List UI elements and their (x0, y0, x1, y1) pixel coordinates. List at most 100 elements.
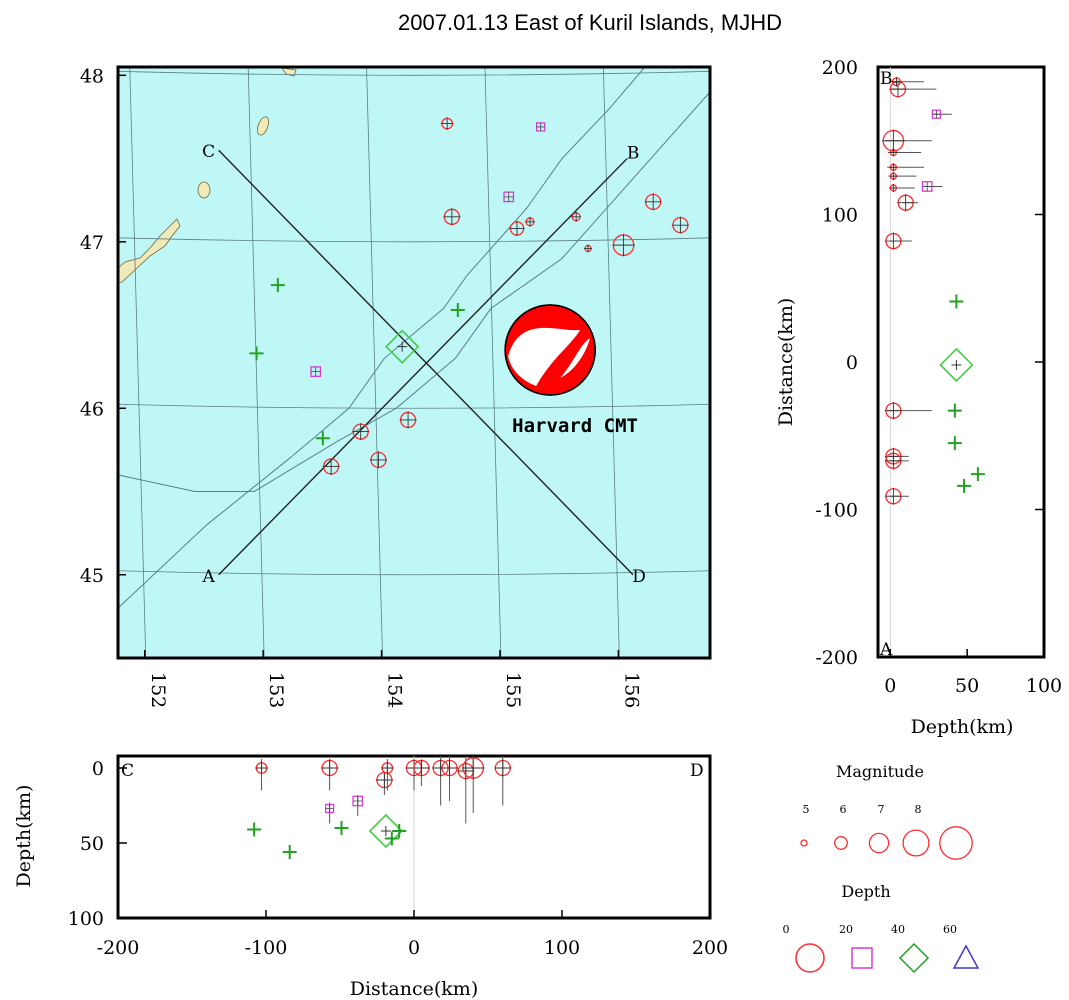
land-shape (197, 181, 211, 199)
ab-ylabel: Distance(km) (775, 298, 797, 427)
land-shape (257, 116, 269, 136)
legend-magnitude-title: Magnitude (836, 762, 924, 781)
event-center-cross (932, 110, 941, 119)
event-center-cross (457, 762, 475, 780)
legend-magnitude-label: 8 (915, 803, 922, 816)
legend-depth-triangle (952, 944, 980, 969)
map-profile-lines (218, 149, 634, 576)
cd-y-tick-label: 100 (68, 908, 104, 930)
cd-x-tick-label: -100 (245, 937, 288, 959)
beachball-outline (504, 304, 596, 396)
map-ticks: 45 46 47 48 152 153 154 155 156 (80, 65, 643, 708)
map-event (671, 216, 689, 234)
cd-event (381, 761, 394, 775)
event-center-cross (443, 208, 461, 226)
cd-x-tick-label: 200 (692, 937, 728, 959)
legend-magnitude-label: 7 (878, 803, 885, 816)
ab-points (882, 76, 985, 505)
ab-corner-top: B (880, 69, 893, 89)
cd-event (368, 813, 404, 849)
event-center-cross (375, 771, 393, 789)
ab-event (897, 194, 915, 212)
map-panel: 45 46 47 48 152 153 154 155 156 A B C D Harvard CMT (80, 65, 712, 708)
cd-points (247, 756, 512, 859)
parallel-line (118, 570, 710, 576)
event-plus (947, 403, 962, 418)
meridian-line (366, 67, 383, 658)
cd-event (462, 756, 485, 780)
map-event (310, 366, 322, 378)
ab-ticks: -200 -100 0 100 200 0 50 100 (815, 57, 1062, 697)
ab-x-tick-label: 100 (1026, 675, 1062, 697)
map-event (385, 329, 420, 364)
event-plus (270, 278, 285, 293)
profile-label-end: B (627, 144, 640, 164)
event-center-cross (440, 117, 454, 130)
map-event (322, 458, 340, 476)
map-event (525, 216, 535, 227)
ab-event (889, 148, 898, 157)
ab-y-tick-label: 200 (822, 57, 858, 79)
map-event (450, 303, 465, 318)
event-center-cross (571, 211, 582, 222)
legend-magnitude-label: 5 (803, 803, 810, 816)
map-trench-lines (118, 67, 710, 609)
map-event (315, 431, 330, 446)
parallel-line (118, 70, 710, 76)
meridian-line (247, 67, 265, 658)
map-event (440, 117, 454, 130)
event-center-cross (584, 244, 593, 253)
ab-event (884, 487, 902, 505)
map-x-tick-label: 153 (265, 672, 287, 708)
event-center-cross (353, 796, 363, 806)
ab-event (970, 467, 985, 482)
ab-frame (876, 65, 1046, 659)
event-plus (970, 467, 985, 482)
ab-event (931, 109, 942, 119)
event-plus (247, 822, 262, 837)
event-center-cross (889, 183, 898, 192)
parallel-line (118, 237, 710, 243)
ab-y-tick-label: 100 (822, 205, 858, 227)
event-center-cross (352, 423, 370, 441)
map-event (503, 191, 515, 203)
event-center-cross (889, 172, 898, 181)
event-plus (957, 478, 972, 493)
event-center-cross (884, 402, 902, 420)
map-y-tick-label: 45 (80, 565, 104, 587)
event-center-cross (644, 193, 662, 211)
event-center-cross (441, 759, 459, 777)
map-x-tick-label: 156 (620, 672, 642, 708)
cd-event (392, 824, 407, 838)
map-x-tick-label: 152 (147, 672, 169, 708)
meridian-line (484, 67, 502, 658)
legend: Magnitude 5 6 7 8 Depth 0 20 40 60 (783, 762, 980, 974)
map-profile-labels: A B C D (201, 142, 645, 587)
cd-x-tick-label: -200 (97, 937, 140, 959)
event-plus (315, 431, 330, 446)
cd-corner-right: D (690, 761, 704, 781)
legend-magnitude-label: 6 (840, 803, 847, 816)
event-center-cross (897, 194, 915, 212)
trench-inner-line (118, 91, 710, 492)
beachball-dilatation (508, 327, 581, 387)
ab-event (884, 452, 902, 470)
event-center-cross (671, 216, 689, 234)
chart-title: 2007.01.13 East of Kuril Islands, MJHD (398, 10, 782, 35)
map-x-tick-label: 155 (502, 672, 524, 708)
legend-depth-scale: 0 20 40 60 (783, 923, 980, 974)
event-center-cross (525, 216, 535, 227)
map-y-tick-label: 46 (80, 398, 104, 420)
map-frame (116, 65, 712, 660)
event-center-cross (536, 122, 545, 131)
ab-event (884, 402, 902, 420)
event-center-cross (891, 76, 902, 87)
event-center-cross (321, 759, 339, 777)
ab-x-tick-label: 0 (884, 675, 896, 697)
beachball-label: Harvard CMT (512, 415, 638, 437)
cross-section-ab: -200 -100 0 100 200 0 50 100 B A Depth(km) Dist… (775, 57, 1062, 738)
ab-event (947, 436, 962, 451)
map-event (270, 278, 285, 293)
cd-ticks: 0 50 100 -200 -100 0 100 200 (68, 758, 728, 959)
cd-event (352, 795, 364, 807)
